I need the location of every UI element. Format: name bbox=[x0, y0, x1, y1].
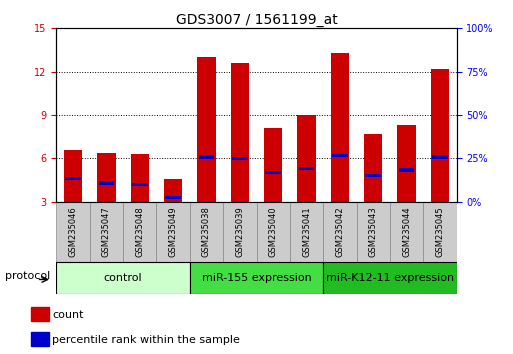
Bar bbox=[56, 202, 90, 262]
Bar bbox=[232, 157, 248, 160]
Text: GSM235044: GSM235044 bbox=[402, 206, 411, 257]
Text: count: count bbox=[52, 310, 84, 320]
Bar bbox=[56, 262, 190, 294]
Text: percentile rank within the sample: percentile rank within the sample bbox=[52, 335, 240, 344]
Bar bbox=[298, 115, 315, 202]
Bar bbox=[156, 202, 190, 262]
Bar bbox=[65, 177, 81, 180]
Bar bbox=[97, 153, 115, 202]
Bar bbox=[332, 154, 348, 157]
Bar bbox=[390, 202, 423, 262]
Bar bbox=[64, 150, 82, 202]
Text: GSM235047: GSM235047 bbox=[102, 206, 111, 257]
Bar bbox=[364, 134, 382, 202]
Bar bbox=[398, 125, 416, 202]
Bar bbox=[357, 202, 390, 262]
Text: GSM235040: GSM235040 bbox=[269, 206, 278, 257]
Text: GSM235038: GSM235038 bbox=[202, 206, 211, 257]
Bar bbox=[323, 202, 357, 262]
Bar bbox=[223, 202, 256, 262]
Bar bbox=[431, 69, 449, 202]
Bar bbox=[399, 169, 415, 172]
Bar bbox=[299, 167, 314, 170]
Bar bbox=[31, 307, 49, 321]
Bar bbox=[165, 196, 181, 199]
Bar bbox=[331, 53, 349, 202]
Text: GSM235048: GSM235048 bbox=[135, 206, 144, 257]
Bar bbox=[123, 202, 156, 262]
Text: GSM235046: GSM235046 bbox=[69, 206, 77, 257]
Bar bbox=[98, 181, 114, 184]
Text: control: control bbox=[104, 273, 143, 283]
Text: miR-155 expression: miR-155 expression bbox=[202, 273, 311, 283]
Bar bbox=[198, 57, 215, 202]
Bar bbox=[164, 179, 182, 202]
Bar bbox=[131, 154, 149, 202]
Text: miR-K12-11 expression: miR-K12-11 expression bbox=[326, 273, 454, 283]
Bar bbox=[290, 202, 323, 262]
Bar bbox=[199, 155, 214, 159]
Bar bbox=[190, 262, 323, 294]
Bar bbox=[423, 202, 457, 262]
Bar bbox=[365, 174, 381, 177]
Bar bbox=[132, 183, 148, 186]
Text: GSM235049: GSM235049 bbox=[169, 206, 177, 257]
Bar bbox=[265, 171, 281, 175]
Bar bbox=[323, 262, 457, 294]
Text: GSM235043: GSM235043 bbox=[369, 206, 378, 257]
Bar bbox=[31, 332, 49, 346]
Title: GDS3007 / 1561199_at: GDS3007 / 1561199_at bbox=[175, 13, 338, 27]
Bar bbox=[432, 155, 448, 159]
Bar bbox=[90, 202, 123, 262]
Text: protocol: protocol bbox=[5, 271, 50, 281]
Bar bbox=[264, 128, 282, 202]
Text: GSM235042: GSM235042 bbox=[336, 206, 344, 257]
Text: GSM235041: GSM235041 bbox=[302, 206, 311, 257]
Text: GSM235045: GSM235045 bbox=[436, 206, 444, 257]
Bar bbox=[231, 63, 249, 202]
Bar bbox=[256, 202, 290, 262]
Bar bbox=[190, 202, 223, 262]
Text: GSM235039: GSM235039 bbox=[235, 206, 244, 257]
